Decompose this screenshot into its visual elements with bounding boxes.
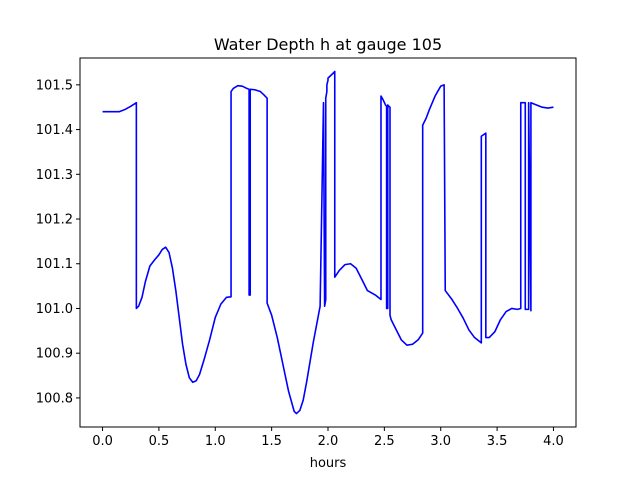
x-tick-label: 4.0 bbox=[543, 434, 564, 449]
x-tick-label: 3.5 bbox=[487, 434, 508, 449]
y-tick-label: 101.4 bbox=[36, 123, 73, 138]
x-axis-label: hours bbox=[310, 456, 347, 471]
y-tick-label: 101.1 bbox=[36, 257, 73, 272]
x-tick-label: 0.0 bbox=[92, 434, 113, 449]
y-tick-label: 100.8 bbox=[36, 391, 73, 406]
x-tick-label: 1.0 bbox=[205, 434, 226, 449]
y-axis: 100.8 100.9 101.0 101.1 101.2 101.3 101.4 101.5 bbox=[36, 78, 80, 406]
y-tick-label: 101.5 bbox=[36, 78, 73, 93]
series-layer bbox=[102, 70, 554, 415]
y-tick-label: 101.2 bbox=[36, 213, 73, 228]
series-line-0 bbox=[102, 70, 554, 415]
y-tick-label: 101.3 bbox=[36, 168, 73, 183]
y-tick-label: 100.9 bbox=[36, 347, 73, 362]
x-tick-label: 0.5 bbox=[149, 434, 170, 449]
x-tick-label: 2.0 bbox=[318, 434, 339, 449]
y-tick-label: 101.0 bbox=[36, 302, 73, 317]
chart-title: Water Depth h at gauge 105 bbox=[214, 35, 442, 54]
x-axis: 0.0 0.5 1.0 1.5 2.0 2.5 3.0 3.5 4.0 bbox=[92, 427, 564, 449]
x-tick-label: 2.5 bbox=[374, 434, 395, 449]
x-tick-label: 1.5 bbox=[261, 434, 282, 449]
x-tick-label: 3.0 bbox=[430, 434, 451, 449]
